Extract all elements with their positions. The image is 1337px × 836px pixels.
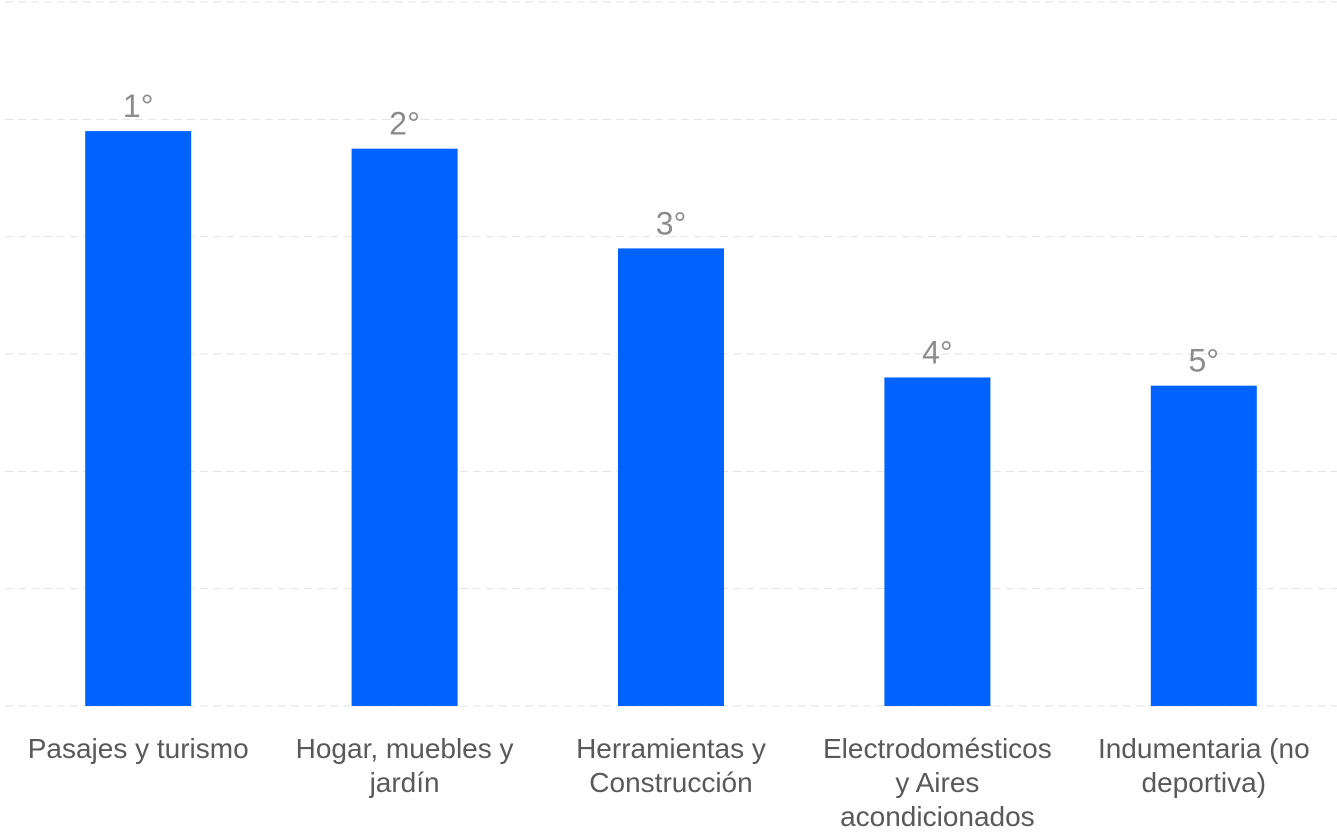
x-tick-label-line: deportiva) (1141, 767, 1267, 798)
data-label: 2° (389, 106, 420, 142)
data-label: 3° (656, 205, 687, 241)
data-label: 4° (922, 334, 953, 370)
x-tick-label-line: Hogar, muebles y (295, 733, 514, 764)
data-label: 5° (1189, 343, 1220, 379)
x-tick-label-line: y Aires (895, 767, 980, 798)
data-label: 1° (123, 88, 154, 124)
x-tick-label-line: jardín (369, 767, 440, 798)
x-tick-label-line: acondicionados (840, 801, 1035, 832)
x-tick-label-line: Indumentaria (no (1097, 733, 1310, 764)
x-tick-label: Pasajes y turismo (18, 732, 258, 766)
x-tick-label: Electrodomésticos y Aires acondicionados (817, 732, 1057, 834)
bar (884, 377, 991, 706)
bar (351, 148, 458, 706)
x-tick-label: Herramientas y Construcción (551, 732, 791, 800)
x-tick-label: Indumentaria (no deportiva) (1084, 732, 1324, 800)
x-tick-label-line: Pasajes y turismo (27, 733, 249, 764)
x-tick-label-line: Electrodomésticos (823, 733, 1052, 764)
x-tick-label-line: Construcción (589, 767, 753, 798)
bar (618, 248, 724, 706)
bar (1150, 385, 1257, 706)
x-tick-label-line: Herramientas y (576, 733, 766, 764)
x-tick-label: Hogar, muebles y jardín (285, 732, 525, 800)
bar (85, 131, 192, 707)
